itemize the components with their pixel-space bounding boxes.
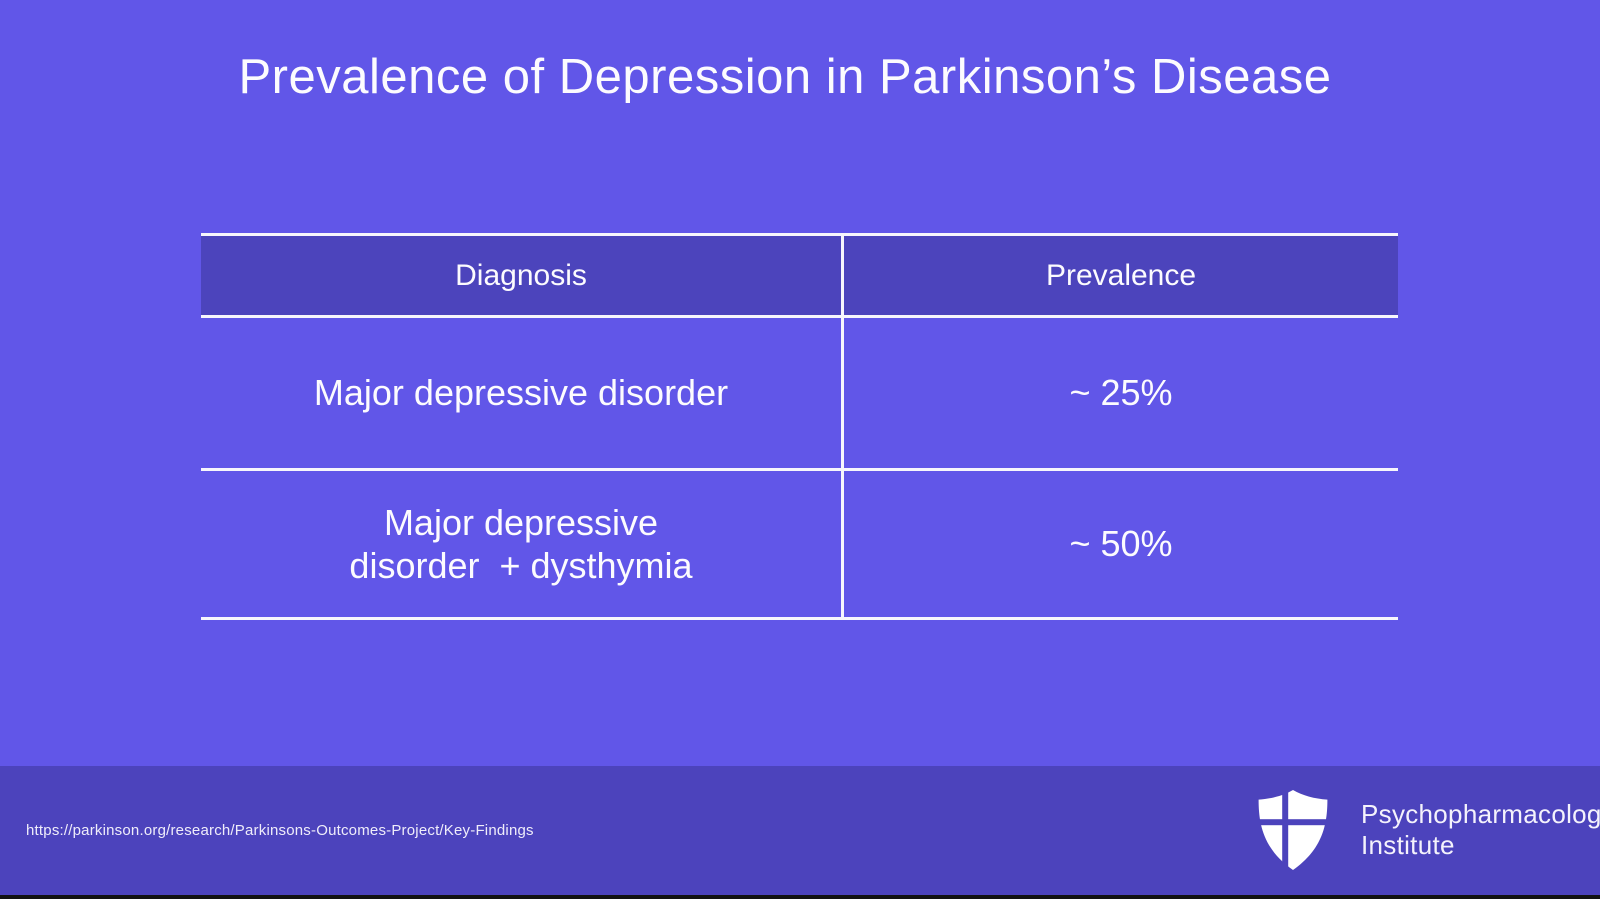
prevalence-cell: ~ 50% xyxy=(1069,523,1173,565)
logo: Psychopharmacology Institute xyxy=(1253,788,1600,872)
prevalence-cell: ~ 25% xyxy=(1069,372,1173,414)
shield-cross-icon xyxy=(1253,788,1333,872)
source-url: https://parkinson.org/research/Parkinson… xyxy=(26,822,534,839)
table-row: Major depressive disorder + dysthymia ~ … xyxy=(201,471,1398,620)
logo-text-line2: Institute xyxy=(1361,830,1455,860)
logo-text-line1: Psychopharmacology xyxy=(1361,799,1600,829)
prevalence-table: Diagnosis Prevalence Major depressive di… xyxy=(201,233,1398,620)
diagnosis-cell: Major depressive disorder xyxy=(201,318,844,468)
page-title: Prevalence of Depression in Parkinson’s … xyxy=(238,50,1332,104)
table-header-row: Diagnosis Prevalence xyxy=(201,233,1398,318)
footer-bar: https://parkinson.org/research/Parkinson… xyxy=(0,766,1600,895)
column-header-diagnosis: Diagnosis xyxy=(201,236,844,315)
diagnosis-cell: Major depressive disorder + dysthymia xyxy=(201,471,844,617)
logo-text: Psychopharmacology Institute xyxy=(1361,799,1600,861)
column-header-prevalence: Prevalence xyxy=(1045,258,1197,292)
table-row: Major depressive disorder ~ 25% xyxy=(201,318,1398,471)
bottom-black-bar xyxy=(0,895,1600,899)
